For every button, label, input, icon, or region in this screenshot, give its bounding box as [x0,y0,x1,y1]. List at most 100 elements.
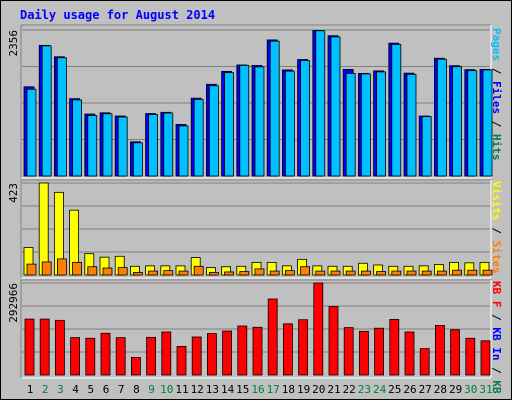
bar-sites-day-8 [132,271,143,276]
bar-sites-day-16 [254,268,265,276]
bar-pages-day-15 [239,65,250,177]
bar-pages-day-27 [421,116,432,177]
bar-sites-day-19 [300,266,311,276]
bar-kbf-day-26 [404,331,415,376]
panel-3-legend-part: KB Out [490,380,503,400]
bar-kbf-day-21 [328,306,339,376]
x-tick-day-20: 20 [312,383,325,396]
bar-pages-day-20 [315,30,326,177]
x-tick-day-9: 9 [148,383,155,396]
bar-pages-day-7 [117,116,128,177]
bar-sites-day-9 [148,270,159,276]
bar-sites-day-21 [330,270,341,276]
bar-kbf-day-29 [450,329,461,376]
bar-kbf-day-8 [130,357,141,376]
x-tick-day-27: 27 [419,383,432,396]
x-tick-day-1: 1 [27,383,34,396]
bar-pages-day-3 [57,57,67,177]
bar-pages-day-2 [41,45,52,177]
bar-kbf-day-14 [222,330,233,376]
bar-sites-day-3 [57,258,67,276]
bar-kbf-day-10 [161,331,172,376]
x-tick-day-15: 15 [236,383,249,396]
bar-kbf-day-17 [267,298,278,376]
panel-1-legend-part: / [490,114,503,134]
bar-sites-day-29 [452,269,463,276]
x-tick-day-25: 25 [388,383,401,396]
bar-sites-day-6 [102,267,113,276]
bar-pages-day-22 [345,72,356,177]
bar-sites-day-5 [87,266,98,276]
bar-sites-day-23 [360,270,371,276]
bar-kbf-day-30 [465,337,476,376]
x-tick-day-23: 23 [358,383,371,396]
x-tick-day-5: 5 [87,383,94,396]
panel-3-legend-part: KB F [490,281,503,308]
bar-kbf-day-22 [343,327,354,376]
panel-3-legend-part: / [490,361,503,381]
panel-1-max-label: 2356 [7,30,20,57]
x-tick-day-17: 17 [267,383,280,396]
bar-pages-day-26 [406,73,417,177]
panel-1-legend-part: Files [490,81,503,114]
bar-sites-day-26 [406,270,417,276]
bar-kbf-day-2 [39,318,50,376]
bar-sites-day-11 [178,270,189,276]
x-tick-day-26: 26 [403,383,416,396]
x-tick-day-28: 28 [434,383,447,396]
bar-sites-day-27 [421,270,432,276]
bar-pages-day-30 [467,70,478,177]
bar-pages-day-31 [482,69,493,177]
bar-pages-day-28 [436,58,447,177]
x-tick-day-24: 24 [373,383,387,396]
panel-2-legend-part: Sites [490,241,503,274]
bar-pages-day-25 [391,43,402,177]
x-tick-day-13: 13 [206,383,219,396]
x-tick-day-19: 19 [297,383,310,396]
bar-kbf-day-9 [146,336,157,376]
bar-pages-day-10 [163,112,174,177]
x-tick-day-18: 18 [282,383,295,396]
bar-kbf-day-20 [313,282,324,376]
bar-sites-day-10 [163,270,174,276]
bar-pages-day-21 [330,36,341,177]
bar-sites-day-31 [482,269,493,276]
bar-pages-day-11 [178,125,189,177]
bar-pages-day-23 [360,73,371,177]
bar-kbf-day-6 [100,332,111,376]
bar-sites-day-18 [284,270,295,276]
panel-1-legend-part: Hits [490,134,503,161]
x-tick-day-31: 31 [479,383,492,396]
bar-kbf-day-15 [237,325,248,376]
bar-kbf-day-24 [374,327,385,376]
bar-pages-day-29 [452,66,463,177]
bar-sites-day-1 [26,263,37,276]
bar-kbf-day-12 [191,336,202,376]
bar-kbf-day-1 [24,318,35,376]
x-tick-day-21: 21 [327,383,340,396]
bar-kbf-day-3 [55,319,65,376]
bar-pages-day-16 [254,66,265,177]
x-tick-day-16: 16 [251,383,264,396]
x-tick-day-3: 3 [57,383,64,396]
x-tick-day-11: 11 [175,383,188,396]
bar-sites-day-4 [72,261,82,276]
bar-pages-day-12 [193,99,204,177]
x-tick-day-22: 22 [343,383,356,396]
bar-pages-day-24 [376,71,387,177]
bar-sites-day-28 [436,270,447,276]
bar-kbf-day-28 [434,324,445,376]
bar-sites-day-14 [224,271,235,276]
panel-1-legend-label: Pages / Files / Hits [490,28,503,161]
bar-pages-day-14 [224,72,235,177]
panel-1-legend-part: Pages [490,28,503,61]
panel-3-legend-part: / [490,308,503,328]
bar-sites-day-20 [315,270,326,276]
bar-kbf-day-19 [298,319,309,376]
bar-kbf-day-31 [480,340,491,376]
bar-sites-day-30 [467,269,478,276]
x-tick-day-8: 8 [133,383,140,396]
bar-sites-day-25 [391,270,402,276]
panel-2-legend-label: Visits / Sites [490,181,503,274]
